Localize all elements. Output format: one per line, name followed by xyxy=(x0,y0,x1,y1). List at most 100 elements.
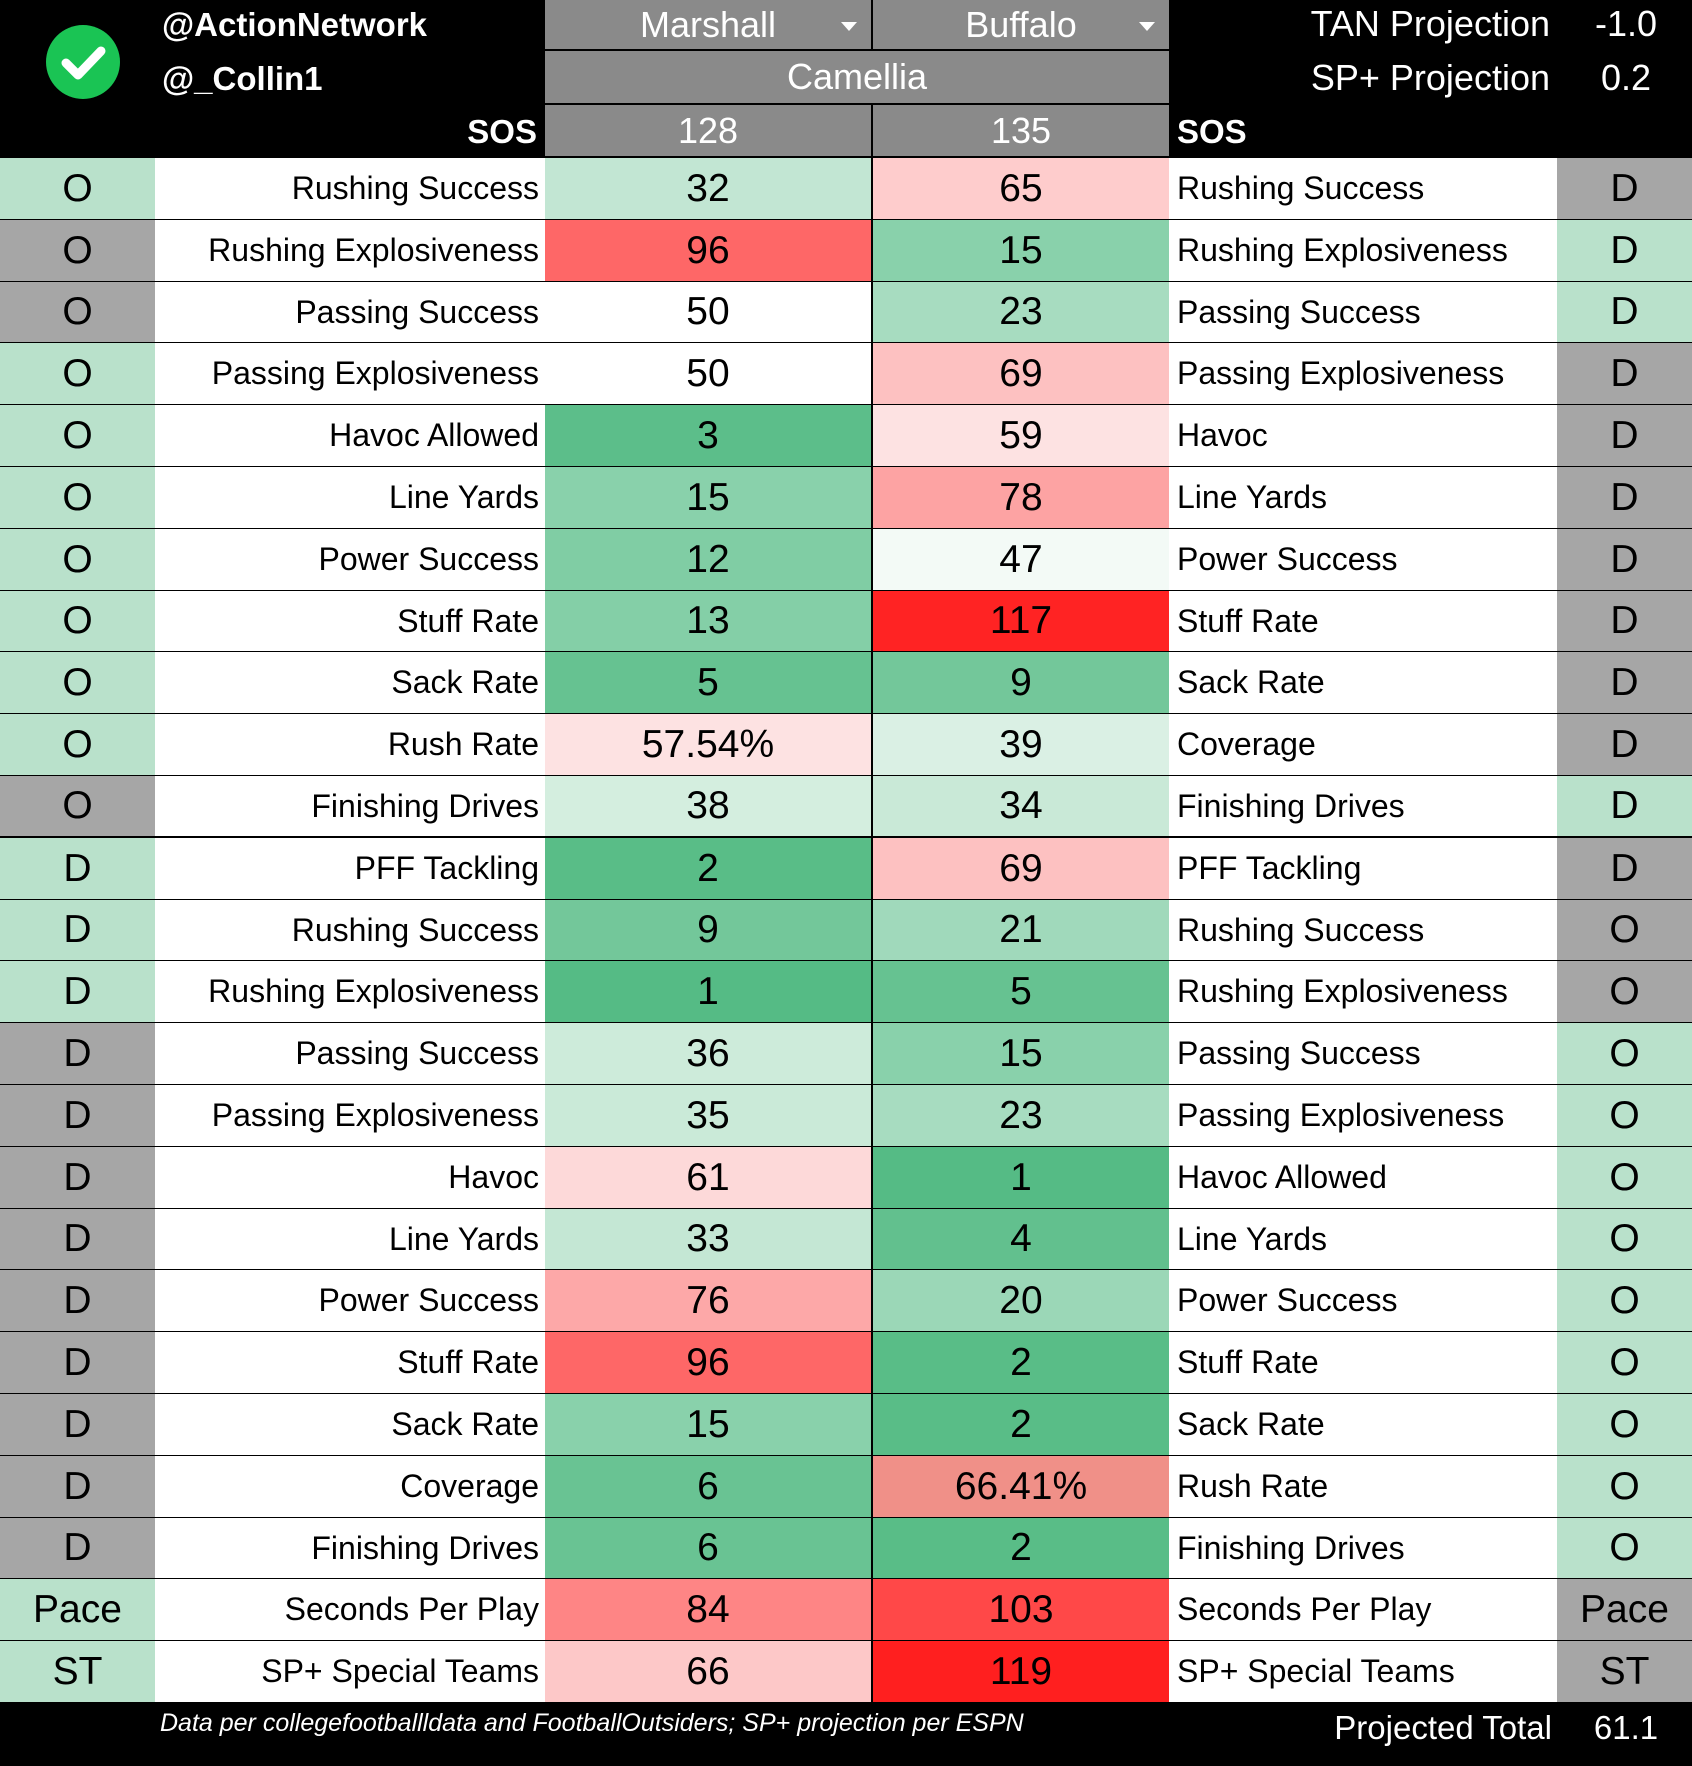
right-side-label: D xyxy=(1557,776,1692,838)
right-value: 34 xyxy=(873,776,1169,838)
right-value: 23 xyxy=(873,1085,1169,1147)
left-metric-label: Havoc xyxy=(155,1147,545,1209)
right-side-label: O xyxy=(1557,1456,1692,1518)
right-side-label: D xyxy=(1557,838,1692,900)
left-metric-label: Passing Success xyxy=(155,282,545,343)
right-value: 47 xyxy=(873,529,1169,591)
left-value: 35 xyxy=(545,1085,871,1147)
sp-projection-label: SP+ Projection xyxy=(1310,57,1550,98)
right-value: 2 xyxy=(873,1518,1169,1579)
left-value: 15 xyxy=(545,1394,871,1456)
left-metric-label: Finishing Drives xyxy=(155,1518,545,1579)
right-side-label: Pace xyxy=(1557,1579,1692,1641)
right-value: 21 xyxy=(873,900,1169,961)
team-right-dropdown[interactable]: Buffalo xyxy=(873,0,1169,49)
right-value: 65 xyxy=(873,158,1169,220)
left-metric-label: SP+ Special Teams xyxy=(155,1641,545,1703)
right-metric-label: Stuff Rate xyxy=(1169,1332,1557,1394)
left-metric-label: Passing Explosiveness xyxy=(155,1085,545,1147)
right-side-label: O xyxy=(1557,1023,1692,1085)
right-value: 78 xyxy=(873,467,1169,529)
right-side-label: O xyxy=(1557,1085,1692,1147)
left-metric-label: PFF Tackling xyxy=(155,838,545,900)
left-metric-label: Line Yards xyxy=(155,1209,545,1270)
left-value: 84 xyxy=(545,1579,871,1641)
right-side-label: O xyxy=(1557,961,1692,1023)
left-side-label: D xyxy=(0,1085,155,1147)
left-metric-label: Rushing Explosiveness xyxy=(155,961,545,1023)
right-side-label: D xyxy=(1557,343,1692,405)
right-value: 5 xyxy=(873,961,1169,1023)
left-metric-label: Coverage xyxy=(155,1456,545,1518)
right-metric-label: Line Yards xyxy=(1169,1209,1557,1270)
left-side-label: ST xyxy=(0,1641,155,1703)
right-metric-label: Power Success xyxy=(1169,1270,1557,1332)
right-side-label: O xyxy=(1557,900,1692,961)
right-metric-label: Passing Success xyxy=(1169,282,1557,343)
left-value: 96 xyxy=(545,1332,871,1394)
left-value: 66 xyxy=(545,1641,871,1703)
sp-projection-value: 0.2 xyxy=(1600,57,1652,98)
left-metric-label: Rushing Explosiveness xyxy=(155,220,545,282)
left-value: 6 xyxy=(545,1456,871,1518)
right-value: 2 xyxy=(873,1394,1169,1456)
sos-left-value: 128 xyxy=(545,105,871,156)
left-side-label: D xyxy=(0,1332,155,1394)
handle-collin: @_Collin1 xyxy=(162,60,323,97)
right-value: 20 xyxy=(873,1270,1169,1332)
left-value: 96 xyxy=(545,220,871,282)
left-value: 2 xyxy=(545,838,871,900)
left-metric-label: Passing Success xyxy=(155,1023,545,1085)
left-value: 9 xyxy=(545,900,871,961)
left-metric-label: Finishing Drives xyxy=(155,776,545,838)
right-value: 15 xyxy=(873,220,1169,282)
left-metric-label: Havoc Allowed xyxy=(155,405,545,467)
right-side-label: D xyxy=(1557,714,1692,776)
sos-label-left: SOS xyxy=(467,113,537,150)
handle-action-network: @ActionNetwork xyxy=(162,6,428,43)
left-metric-label: Stuff Rate xyxy=(155,591,545,652)
right-metric-label: Passing Explosiveness xyxy=(1169,1085,1557,1147)
left-side-label: O xyxy=(0,714,155,776)
left-value: 33 xyxy=(545,1209,871,1270)
right-value: 39 xyxy=(873,714,1169,776)
left-metric-label: Seconds Per Play xyxy=(155,1579,545,1641)
left-side-label: O xyxy=(0,652,155,714)
right-value: 1 xyxy=(873,1147,1169,1209)
projected-total-label: Projected Total xyxy=(1334,1709,1552,1746)
right-side-label: D xyxy=(1557,529,1692,591)
left-side-label: O xyxy=(0,776,155,838)
right-metric-label: Line Yards xyxy=(1169,467,1557,529)
team-left-name: Marshall xyxy=(639,3,777,45)
right-metric-label: Finishing Drives xyxy=(1169,776,1557,838)
right-value: 119 xyxy=(873,1641,1169,1703)
right-side-label: O xyxy=(1557,1332,1692,1394)
right-metric-label: SP+ Special Teams xyxy=(1169,1641,1557,1703)
right-side-label: O xyxy=(1557,1147,1692,1209)
tan-projection-label: TAN Projection xyxy=(1310,3,1550,44)
right-side-label: D xyxy=(1557,158,1692,220)
team-left-dropdown[interactable]: Marshall xyxy=(545,0,871,49)
right-side-label: O xyxy=(1557,1270,1692,1332)
left-value: 76 xyxy=(545,1270,871,1332)
right-metric-label: Rushing Success xyxy=(1169,900,1557,961)
left-side-label: O xyxy=(0,529,155,591)
left-side-label: D xyxy=(0,1209,155,1270)
left-metric-label: Sack Rate xyxy=(155,652,545,714)
projected-total-value: 61.1 xyxy=(1593,1709,1659,1746)
tan-projection-value: -1.0 xyxy=(1594,3,1658,44)
right-side-label: D xyxy=(1557,652,1692,714)
right-metric-label: Rush Rate xyxy=(1169,1456,1557,1518)
left-side-label: D xyxy=(0,1518,155,1579)
left-value: 6 xyxy=(545,1518,871,1579)
data-source-note: Data per collegefootballldata and Footba… xyxy=(160,1708,1024,1737)
left-value: 61 xyxy=(545,1147,871,1209)
left-value: 13 xyxy=(545,591,871,652)
left-side-label: O xyxy=(0,467,155,529)
chevron-down-icon xyxy=(841,22,857,31)
left-side-label: D xyxy=(0,900,155,961)
right-metric-label: Coverage xyxy=(1169,714,1557,776)
left-metric-label: Rushing Success xyxy=(155,158,545,220)
right-metric-label: Sack Rate xyxy=(1169,652,1557,714)
